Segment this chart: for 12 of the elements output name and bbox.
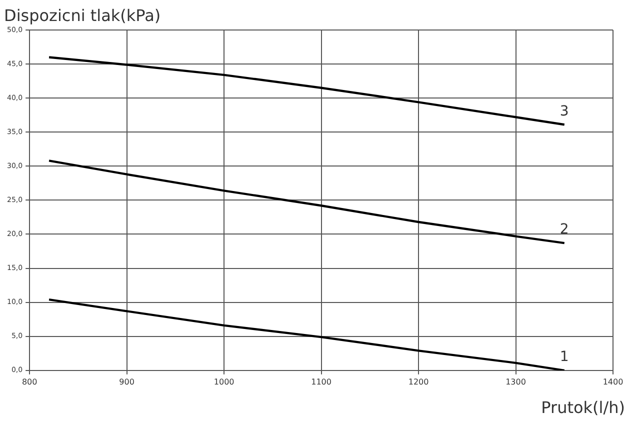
series-label: 1 — [560, 349, 569, 366]
x-tick-label: 1000 — [214, 377, 234, 386]
series-label: 2 — [560, 222, 569, 238]
x-tick-label: 1100 — [311, 377, 332, 386]
x-axis-title: Prutok(l/h) — [541, 398, 625, 417]
series-label: 3 — [560, 103, 569, 120]
y-axis-title: Dispozicni tlak(kPa) — [4, 6, 161, 25]
x-tick-label: 1400 — [602, 377, 624, 386]
x-tick-label: 900 — [119, 377, 134, 386]
x-tick-label: 1300 — [506, 377, 526, 386]
x-tick-label: 800 — [22, 377, 38, 386]
x-tick-label: 1200 — [408, 377, 429, 386]
